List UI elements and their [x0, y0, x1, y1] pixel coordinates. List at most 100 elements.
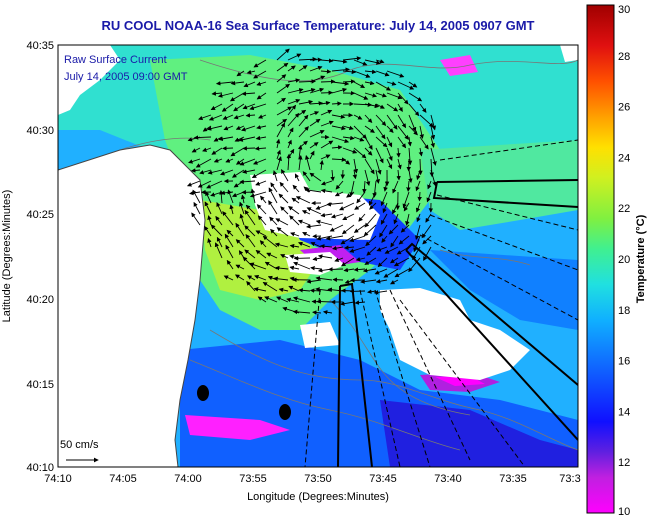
current-vector	[262, 235, 278, 248]
current-vector	[394, 268, 410, 278]
current-vector	[278, 193, 289, 204]
colorbar-tick-label: 10	[618, 506, 630, 518]
current-vector	[226, 259, 234, 270]
current-vector	[349, 235, 366, 243]
current-vector	[235, 222, 245, 237]
current-vector	[259, 240, 267, 248]
current-vector	[206, 125, 223, 131]
current-vector	[421, 224, 432, 239]
current-vector	[430, 169, 437, 187]
current-vector	[376, 246, 388, 252]
current-vector	[298, 99, 314, 105]
current-vector	[244, 249, 256, 259]
current-vector	[328, 267, 344, 272]
current-vector	[309, 111, 320, 116]
current-vector	[309, 87, 325, 94]
current-vector	[364, 169, 371, 187]
current-vector	[419, 125, 424, 139]
current-vector	[364, 69, 377, 75]
current-vector	[400, 224, 410, 233]
current-vector	[268, 200, 278, 215]
current-vector	[298, 288, 311, 293]
current-vector	[342, 79, 356, 84]
current-vector	[298, 109, 307, 116]
current-vector	[384, 246, 399, 254]
current-vector	[375, 279, 388, 284]
scale-label: 50 cm/s	[60, 439, 99, 451]
current-vector	[249, 262, 267, 270]
current-vector	[292, 296, 311, 303]
current-vector	[408, 92, 423, 102]
current-vector	[188, 158, 201, 164]
current-vector	[386, 70, 405, 78]
colorbar-tick-label: 12	[618, 457, 630, 469]
current-vector	[276, 106, 293, 116]
current-vector	[353, 136, 365, 142]
current-vector	[402, 191, 410, 209]
current-vector	[320, 109, 333, 116]
current-vector	[273, 276, 289, 281]
current-vector	[198, 114, 212, 121]
sst-deepblue-south	[380, 400, 578, 467]
current-vector	[272, 170, 278, 182]
current-vector	[276, 156, 282, 171]
current-vector	[240, 194, 246, 204]
current-vector	[341, 224, 355, 235]
current-vector	[354, 202, 366, 210]
current-vector	[241, 125, 256, 132]
colorbar-ramp	[586, 4, 615, 514]
sst-magenta-spot-2	[185, 415, 290, 440]
x-tick-label: 74:00	[174, 473, 202, 485]
current-vector	[225, 158, 234, 163]
current-vector	[363, 224, 377, 237]
current-vector	[405, 213, 410, 226]
map-panel	[58, 45, 578, 467]
current-vector	[225, 244, 234, 259]
current-vector	[276, 122, 285, 138]
current-vector	[419, 136, 429, 150]
current-vector	[427, 180, 432, 190]
current-vector	[245, 204, 256, 215]
current-vector	[275, 138, 281, 149]
land-sandy-hook	[175, 170, 190, 320]
current-vector	[222, 146, 234, 151]
current-vector	[430, 147, 437, 166]
current-vector	[329, 224, 344, 232]
current-vector	[320, 69, 332, 74]
current-vector	[369, 202, 377, 210]
current-vector	[298, 87, 316, 94]
current-vector	[193, 135, 212, 140]
current-vector	[331, 136, 350, 144]
current-vector	[280, 254, 289, 259]
colorbar-tick-label: 14	[618, 406, 630, 418]
current-vector	[257, 215, 267, 226]
cloud-patch-1	[250, 172, 380, 240]
current-vector	[279, 181, 289, 193]
current-vector	[309, 75, 326, 83]
current-vector	[423, 246, 432, 262]
current-vector	[375, 81, 391, 91]
y-tick-label: 40:35	[26, 40, 54, 52]
current-vector	[408, 103, 420, 117]
current-vector	[379, 224, 388, 238]
current-vector	[397, 158, 402, 170]
x-tick-label: 73:3	[559, 473, 580, 485]
current-vector	[253, 59, 267, 68]
colorbar-tick-label: 18	[618, 305, 630, 317]
current-vector	[288, 206, 300, 215]
current-vector	[288, 285, 300, 292]
current-vector	[202, 147, 212, 152]
current-vector	[269, 216, 278, 226]
current-vector	[233, 114, 245, 120]
y-tick-label: 40:25	[26, 209, 54, 221]
current-vector	[353, 147, 367, 159]
current-vector	[280, 206, 289, 215]
current-vector	[298, 114, 309, 127]
y-tick-label: 40:20	[26, 294, 54, 306]
current-vector	[375, 59, 385, 64]
current-vector	[330, 169, 335, 182]
annotation-line-1: Raw Surface Current	[64, 54, 167, 66]
current-vector	[364, 213, 377, 228]
current-vector	[306, 224, 322, 229]
current-vector	[393, 213, 399, 225]
